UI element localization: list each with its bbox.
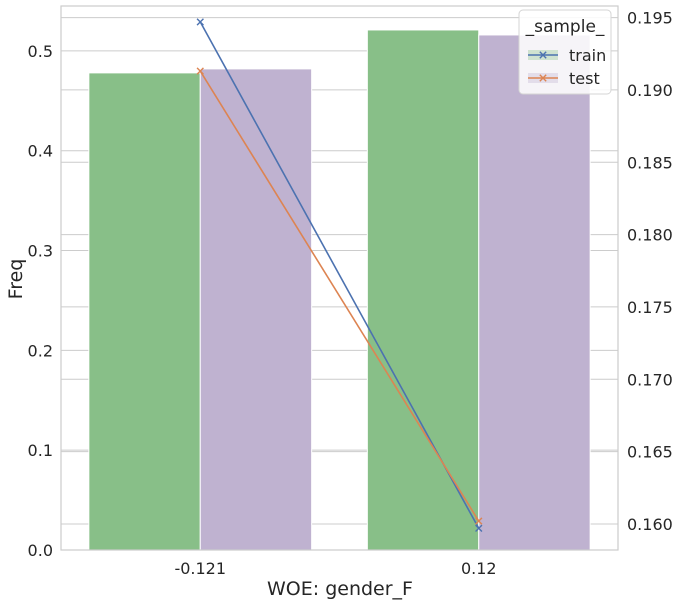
y2-tick-label: 0.185 (627, 153, 673, 172)
marker-train (475, 524, 483, 532)
line-series (196, 18, 483, 532)
bar-train (366, 29, 480, 551)
ticks: 0.0 0.1 0.2 0.3 0.4 0.5 0.160 0.165 0.170 0.175 0.… (28, 9, 673, 578)
y2-tick-label: 0.170 (627, 370, 673, 389)
y2-tick-label: 0.190 (627, 81, 673, 100)
marker-test (475, 517, 483, 525)
plot-frame (60, 5, 619, 551)
y-tick-label: 0.0 (28, 541, 53, 560)
y2-tick-label: 0.175 (627, 298, 673, 317)
bars (88, 29, 591, 551)
legend-label-test: test (569, 69, 600, 88)
line-test (199, 70, 480, 522)
line-train (199, 21, 480, 529)
y-tick-label: 0.2 (28, 341, 53, 360)
bar-test (478, 34, 591, 551)
y-axis-label: Freq (5, 259, 27, 300)
y2-tick-label: 0.180 (627, 226, 673, 245)
legend-title: _sample_ (525, 17, 605, 37)
legend-box (518, 9, 612, 95)
legend-marker-test (539, 74, 547, 82)
legend-label-train: train (569, 46, 606, 65)
legend: _sample_train test (518, 9, 612, 95)
bar-test (199, 68, 313, 551)
y2-tick-label: 0.165 (627, 443, 673, 462)
y2-tick-label: 0.160 (627, 515, 673, 534)
bar-train (88, 72, 201, 551)
y-tick-label: 0.4 (28, 142, 53, 161)
y2-tick-label: 0.195 (627, 9, 673, 28)
marker-test (196, 67, 204, 75)
x-axis-label: WOE: gender_F (267, 578, 413, 600)
x-tick-label: 0.12 (461, 559, 497, 578)
y-tick-label: 0.3 (28, 242, 53, 261)
y-tick-label: 0.1 (28, 441, 53, 460)
y-tick-label: 0.5 (28, 42, 53, 61)
x-tick-label: -0.121 (174, 559, 226, 578)
legend-marker-train (539, 51, 547, 59)
marker-train (196, 18, 204, 26)
